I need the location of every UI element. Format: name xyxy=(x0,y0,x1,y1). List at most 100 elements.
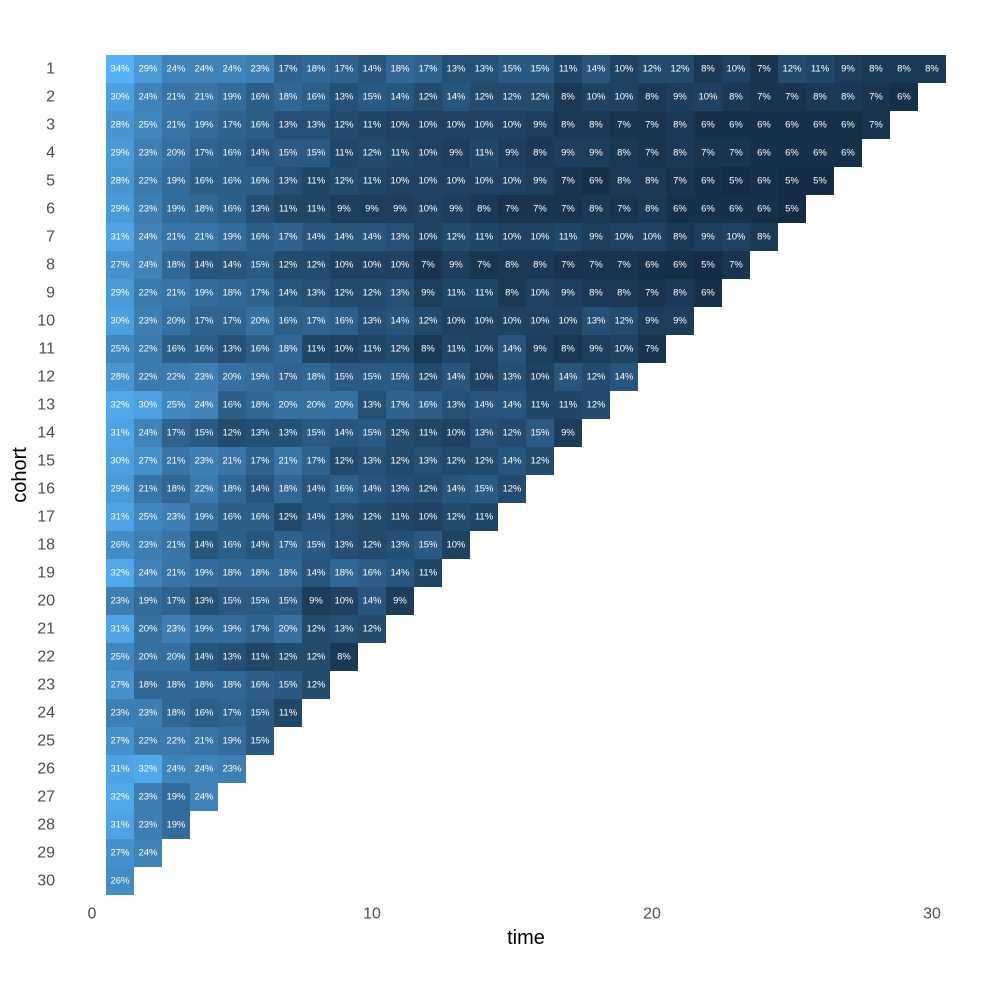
heatmap-cell xyxy=(134,783,162,811)
cohort-row-1: 34% 29% 24% 24% 24% 23% 17% 18% 17% 14% 18% 17% 13% 1… xyxy=(106,55,946,83)
cell-value-label: 12% xyxy=(782,64,802,75)
heatmap-cell xyxy=(834,139,862,167)
cell-value-label: 23% xyxy=(166,624,186,635)
heatmap-cell xyxy=(218,503,246,531)
cell-value-label: 20% xyxy=(222,372,242,383)
cell-value-label: 5% xyxy=(813,176,827,187)
heatmap-cell xyxy=(162,167,190,195)
cell-value-label: 14% xyxy=(446,92,466,103)
heatmap-cell xyxy=(330,391,358,419)
cell-value-label: 6% xyxy=(813,148,827,159)
cell-value-label: 8% xyxy=(673,120,687,131)
heatmap-cell xyxy=(414,419,442,447)
heatmap-cell xyxy=(218,363,246,391)
heatmap-cell xyxy=(414,251,442,279)
cell-value-label: 17% xyxy=(306,316,326,327)
cell-value-label: 22% xyxy=(194,484,214,495)
heatmap-cell xyxy=(358,139,386,167)
cell-value-label: 29% xyxy=(110,204,130,215)
cell-value-label: 22% xyxy=(138,372,158,383)
cell-value-label: 24% xyxy=(166,764,186,775)
cell-value-label: 13% xyxy=(362,400,382,411)
cell-value-label: 12% xyxy=(334,288,354,299)
heatmap-cell xyxy=(190,363,218,391)
cell-value-label: 18% xyxy=(306,64,326,75)
cell-value-label: 16% xyxy=(250,344,270,355)
heatmap-cell xyxy=(414,279,442,307)
x-tick-label: 0 xyxy=(88,906,97,923)
heatmap-cell xyxy=(554,111,582,139)
heatmap-cell xyxy=(498,363,526,391)
y-tick-label: 17 xyxy=(37,509,55,526)
cell-value-label: 18% xyxy=(334,568,354,579)
cell-value-label: 16% xyxy=(278,316,298,327)
cell-value-label: 21% xyxy=(194,232,214,243)
heatmap-cell xyxy=(218,55,246,83)
heatmap-cell xyxy=(582,111,610,139)
cell-value-label: 17% xyxy=(390,400,410,411)
heatmap-cell xyxy=(498,139,526,167)
cell-value-label: 5% xyxy=(785,176,799,187)
cell-value-label: 8% xyxy=(869,64,883,75)
heatmap-cell xyxy=(582,139,610,167)
cell-value-label: 9% xyxy=(309,596,323,607)
cell-value-label: 10% xyxy=(502,120,522,131)
cell-value-label: 21% xyxy=(194,92,214,103)
cell-value-label: 8% xyxy=(561,120,575,131)
cell-value-label: 15% xyxy=(306,540,326,551)
heatmap-cell xyxy=(470,447,498,475)
cell-value-label: 17% xyxy=(222,708,242,719)
cell-value-label: 6% xyxy=(785,148,799,159)
heatmap-cell xyxy=(190,643,218,671)
heatmap-cell xyxy=(246,83,274,111)
cell-value-label: 21% xyxy=(166,540,186,551)
cell-value-label: 7% xyxy=(757,64,771,75)
heatmap-cell xyxy=(414,307,442,335)
cell-value-label: 15% xyxy=(222,596,242,607)
cell-value-label: 11% xyxy=(307,204,326,215)
cell-value-label: 10% xyxy=(446,540,466,551)
heatmap-cell xyxy=(498,223,526,251)
heatmap-cell xyxy=(834,83,862,111)
heatmap-cell xyxy=(106,139,134,167)
cell-value-label: 18% xyxy=(166,260,186,271)
heatmap-cell xyxy=(218,475,246,503)
cell-value-label: 12% xyxy=(278,260,298,271)
heatmap-cell xyxy=(862,55,890,83)
heatmap-cell xyxy=(526,447,554,475)
heatmap-cell xyxy=(638,111,666,139)
cell-value-label: 9% xyxy=(337,204,351,215)
cell-value-label: 24% xyxy=(138,92,158,103)
heatmap-cell xyxy=(330,55,358,83)
cell-value-label: 16% xyxy=(250,92,270,103)
cell-value-label: 8% xyxy=(673,288,687,299)
cell-value-label: 19% xyxy=(194,568,214,579)
cohort-row-5: 28% 22% 19% 16% 16% 16% 13% 11% 12% 11% 10% 10% 10% 1… xyxy=(106,167,834,195)
heatmap-cell xyxy=(554,279,582,307)
cell-value-label: 14% xyxy=(306,568,326,579)
heatmap-cell xyxy=(526,167,554,195)
heatmap-cell xyxy=(890,55,918,83)
heatmap-cell xyxy=(162,783,190,811)
cohort-row-14: 31% 24% 17% 15% 12% 13% 13% 15% 14% 15% 12% 11% 10% 1… xyxy=(106,419,582,447)
x-axis-ticks: 0 10 20 30 xyxy=(88,906,941,923)
cell-value-label: 10% xyxy=(530,316,550,327)
cell-value-label: 29% xyxy=(110,148,130,159)
heatmap-cell xyxy=(162,335,190,363)
cell-value-label: 10% xyxy=(390,176,410,187)
cell-value-label: 11% xyxy=(811,64,830,75)
heatmap-cell xyxy=(386,447,414,475)
heatmap-cell xyxy=(358,167,386,195)
heatmap-cell xyxy=(274,615,302,643)
heatmap-cell xyxy=(106,587,134,615)
heatmap-cell xyxy=(470,55,498,83)
heatmap-cell xyxy=(610,335,638,363)
cell-value-label: 21% xyxy=(166,568,186,579)
cell-value-label: 12% xyxy=(362,624,382,635)
cell-value-label: 10% xyxy=(614,64,634,75)
heatmap-cell xyxy=(694,111,722,139)
heatmap-cell xyxy=(386,307,414,335)
heatmap-cell xyxy=(190,279,218,307)
cell-value-label: 10% xyxy=(418,120,438,131)
heatmap-cell xyxy=(330,279,358,307)
